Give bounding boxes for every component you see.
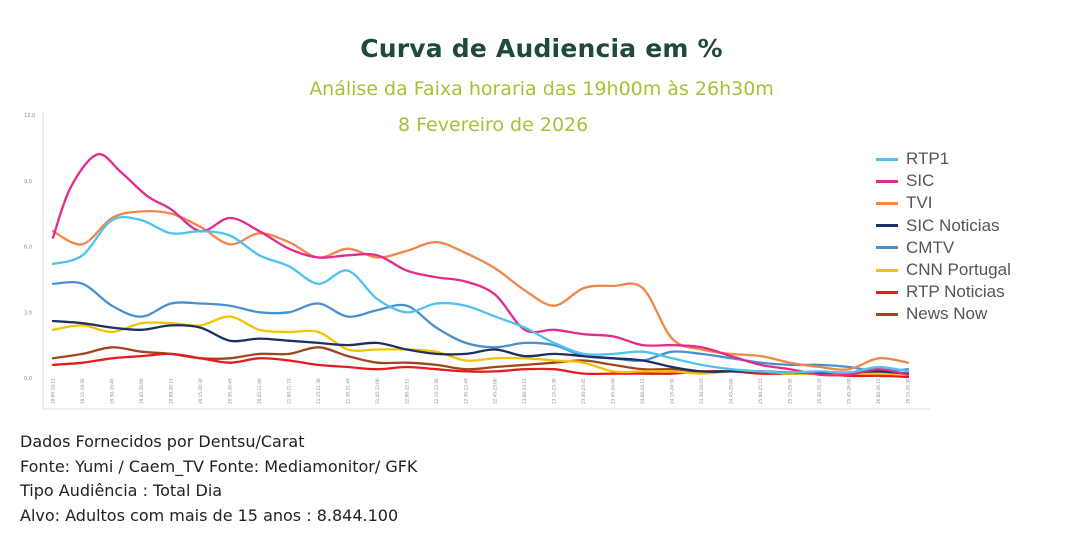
footer-line-data-provider: Dados Fornecidos por Dentsu/Carat xyxy=(20,432,305,451)
x-tick-label: 24:45-25:00 xyxy=(729,378,734,404)
x-tick-label: 22:30-22:45 xyxy=(463,378,468,404)
x-tick-label: 21:00-21:15 xyxy=(286,378,291,404)
chart-title: Curva de Audiencia em % xyxy=(360,34,723,63)
legend-label: RTP Noticias xyxy=(906,282,1005,302)
legend-item-cnn-portugal: CNN Portugal xyxy=(876,259,1011,281)
x-tick-label: 26:15-26:30 xyxy=(906,378,911,404)
x-tick-label: 21:15-21:30 xyxy=(316,378,321,404)
x-tick-label: 23:45-24:00 xyxy=(611,378,616,404)
y-tick-label: 12,0 xyxy=(24,113,35,119)
legend-swatch xyxy=(876,290,898,294)
x-tick-label: 19:30-19:45 xyxy=(109,378,114,404)
chart-date: 8 Fevereiro de 2026 xyxy=(398,114,589,136)
x-tick-label: 19:45-20:00 xyxy=(139,378,144,404)
x-tick-label: 19:15-19:30 xyxy=(80,378,85,404)
x-tick-label: 23:30-23:45 xyxy=(581,378,586,404)
x-tick-label: 24:00-24:15 xyxy=(640,378,645,404)
x-tick-label: 20:45-21:00 xyxy=(257,378,262,404)
x-tick-label: 20:15-20:30 xyxy=(198,378,203,404)
legend-swatch xyxy=(876,246,898,250)
legend-swatch xyxy=(876,179,898,183)
legend-label: TVI xyxy=(906,193,933,213)
legend-item-rtp1: RTP1 xyxy=(876,148,1011,170)
legend-swatch xyxy=(876,224,898,228)
legend-label: CNN Portugal xyxy=(906,260,1011,280)
legend-label: RTP1 xyxy=(906,149,950,169)
x-tick-label: 21:45-22:00 xyxy=(375,378,380,404)
legend-label: SIC xyxy=(906,171,935,191)
y-tick-label: 6,0 xyxy=(24,245,32,251)
x-tick-label: 20:00-20:15 xyxy=(168,378,173,404)
x-tick-label: 25:15-25:30 xyxy=(788,378,793,404)
legend-label: CMTV xyxy=(906,237,955,257)
x-tick-label: 24:30-24:45 xyxy=(699,378,704,404)
y-tick-label: 0,0 xyxy=(24,376,32,382)
x-tick-label: 23:15-23:30 xyxy=(552,378,557,404)
y-tick-label: 9,0 xyxy=(24,179,32,185)
x-tick-label: 25:30-25:45 xyxy=(817,378,822,404)
legend-item-news-now: News Now xyxy=(876,303,1011,325)
legend-item-cmtv: CMTV xyxy=(876,237,1011,259)
x-tick-label: 23:00-23:15 xyxy=(522,378,527,404)
chart-legend: RTP1 SIC TVI SIC Noticias CMTV CNN Portugal RT… xyxy=(876,148,1011,326)
legend-label: News Now xyxy=(906,304,988,324)
x-tick-label: 22:15-22:30 xyxy=(434,378,439,404)
legend-swatch xyxy=(876,201,898,205)
x-tick-label: 25:45-26:00 xyxy=(847,378,852,404)
legend-swatch xyxy=(876,312,898,316)
footer-line-source: Fonte: Yumi / Caem_TV Fonte: Mediamonito… xyxy=(20,456,418,476)
series-line-rtp-noticias xyxy=(51,352,910,379)
legend-label: SIC Noticias xyxy=(906,215,1000,235)
legend-item-rtp-noticias: RTP Noticias xyxy=(876,281,1011,303)
series-line-cmtv xyxy=(51,281,910,373)
series-line-tvi xyxy=(51,209,910,371)
x-tick-label: 22:45-23:00 xyxy=(493,378,498,404)
series-line-rtp1 xyxy=(51,215,910,374)
footer-line-audience-type: Tipo Audiência : Total Dia xyxy=(20,481,223,501)
legend-item-sic-noticias: SIC Noticias xyxy=(876,215,1011,237)
footer-line-target: Alvo: Adultos com mais de 15 anos : 8.84… xyxy=(20,506,399,526)
legend-swatch xyxy=(876,157,898,161)
x-tick-label: 20:30-20:45 xyxy=(227,378,232,404)
x-tick-label: 25:00-25:15 xyxy=(758,378,763,404)
x-tick-label: 22:00-22:15 xyxy=(404,378,409,404)
legend-item-tvi: TVI xyxy=(876,192,1011,214)
y-tick-label: 3,0 xyxy=(24,310,32,316)
data-source-notes: Dados Fornecidos por Dentsu/Carat Fonte:… xyxy=(20,430,417,529)
series-line-sic xyxy=(51,153,910,377)
legend-swatch xyxy=(876,268,898,272)
x-tick-label: 19:00-19:15 xyxy=(51,378,56,404)
legend-item-sic: SIC xyxy=(876,170,1011,192)
x-tick-label: 26:00-26:15 xyxy=(876,378,881,404)
chart-subtitle: Análise da Faixa horaria das 19h00m às 2… xyxy=(309,78,774,100)
x-tick-label: 21:30-21:45 xyxy=(345,378,350,404)
x-tick-label: 24:15-24:30 xyxy=(670,378,675,404)
